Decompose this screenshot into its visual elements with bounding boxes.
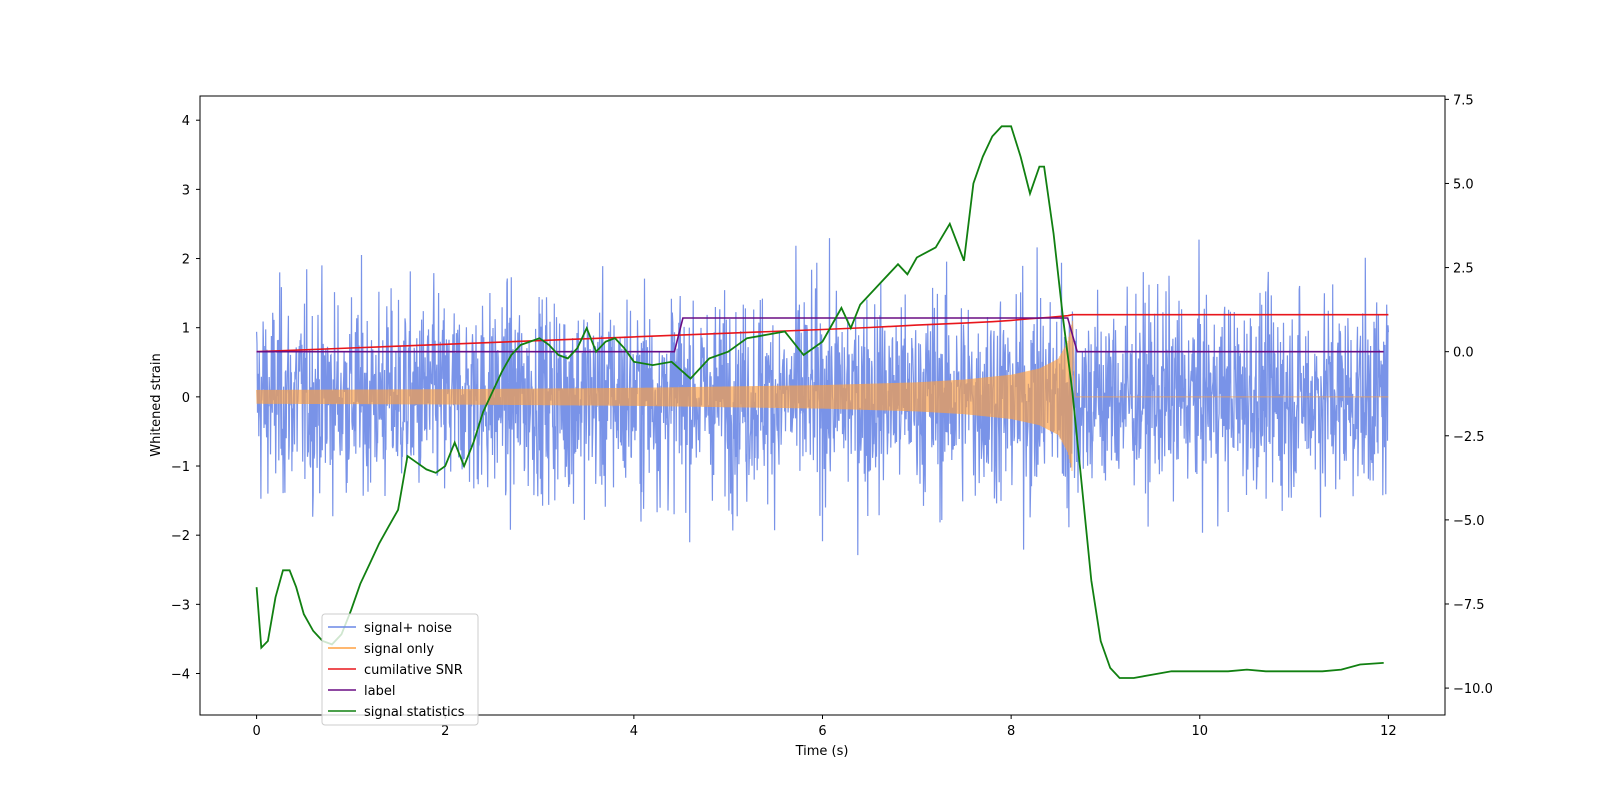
y2-tick-label: −5.0 (1453, 514, 1485, 529)
x-axis-title: Time (s) (795, 744, 849, 759)
x-tick-label: 0 (252, 724, 260, 739)
legend-label: label (364, 684, 395, 699)
y2-tick-label: 7.5 (1453, 93, 1474, 108)
x-tick-label: 12 (1380, 724, 1397, 739)
y-tick-label: −3 (171, 598, 190, 613)
y2-tick-label: −7.5 (1453, 598, 1485, 613)
legend-label: signal only (364, 642, 434, 657)
x-tick-label: 2 (441, 724, 449, 739)
series-signal-noise-line (256, 238, 1389, 556)
y-tick-label: 1 (182, 322, 190, 337)
x-tick-label: 6 (818, 724, 826, 739)
x-tick-label: 10 (1191, 724, 1208, 739)
y-axis-title: Whitened strain (149, 353, 164, 456)
series-cumulative-snr-line (256, 313, 1389, 353)
y-tick-label: 2 (182, 253, 190, 268)
plot-layer (255, 125, 1389, 679)
y2-tick-label: −10.0 (1453, 682, 1493, 697)
series-signal-only-line (256, 320, 1389, 471)
legend-label: cumilative SNR (364, 663, 463, 678)
y2-tick-label: 2.5 (1453, 262, 1474, 277)
legend-label: signal statistics (364, 705, 465, 720)
series-signal-statistics-line (255, 125, 1384, 679)
y-tick-label: 3 (182, 183, 190, 198)
series-group (255, 125, 1389, 679)
x-tick-label: 4 (630, 724, 638, 739)
y-tick-label: 0 (182, 391, 190, 406)
legend: signal+ noise signal only cumilative SNR la… (321, 613, 479, 726)
y-tick-label: 4 (182, 114, 190, 129)
y-tick-label: −1 (171, 460, 190, 475)
y2-tick-label: −2.5 (1453, 430, 1485, 445)
x-tick-label: 8 (1007, 724, 1015, 739)
series-label-line (256, 317, 1384, 353)
y-tick-label: −4 (171, 668, 190, 683)
y-tick-label: −2 (171, 529, 190, 544)
legend-label: signal+ noise (364, 621, 452, 636)
axes-layer: 0 2 4 6 8 10 12−4−3−2−101234−10.0−7.5−5.0−2.50… (171, 93, 1493, 739)
y2-tick-label: 5.0 (1453, 177, 1474, 192)
legend-box (321, 613, 479, 726)
y2-tick-label: 0.0 (1453, 346, 1474, 361)
